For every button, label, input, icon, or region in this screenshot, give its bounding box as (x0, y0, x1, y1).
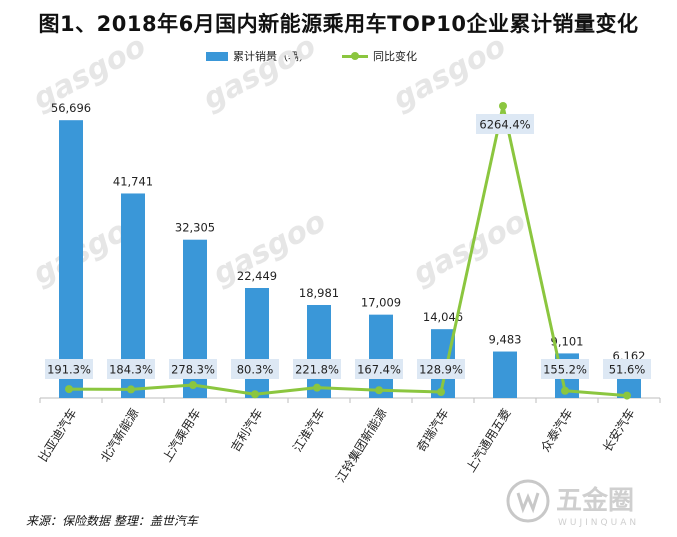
bar-value-label: 9,101 (551, 334, 584, 348)
bar (307, 304, 331, 398)
yoy-value-label: 80.3% (237, 363, 274, 377)
yoy-point (561, 386, 569, 395)
bar-value-label: 41,741 (113, 174, 153, 188)
logo-brand-text: 五金圈 (556, 485, 634, 516)
yoy-label-box (541, 359, 589, 379)
yoy-point (189, 381, 197, 390)
yoy-value-label: 128.9% (419, 363, 463, 377)
bar (245, 287, 269, 398)
yoy-value-label: 51.6% (609, 363, 646, 377)
watermark-text: gasgoo (387, 29, 511, 117)
x-tick-label: 上汽通用五菱 (463, 406, 514, 475)
legend-line-label: 同比变化 (373, 50, 417, 63)
yoy-value-label: 221.8% (295, 363, 339, 377)
bar-value-label: 17,009 (361, 296, 401, 310)
yoy-point (437, 387, 445, 396)
x-tick-label: 奇瑞汽车 (413, 406, 451, 455)
chart-title: 图1、2018年6月国内新能源乘用车TOP10企业累计销量变化 (38, 12, 639, 36)
yoy-label-box (355, 359, 403, 379)
yoy-value-label: 167.4% (357, 363, 401, 377)
x-tick-label: 江铃集团新能源 (332, 406, 389, 485)
legend-bar-swatch (206, 51, 228, 61)
yoy-point (313, 383, 321, 392)
bar-value-label: 9,483 (489, 333, 522, 347)
yoy-label-box (169, 359, 217, 379)
yoy-line (68, 104, 628, 398)
legend-bar-label: 累计销量（辆） (233, 50, 310, 63)
yoy-value-label: 278.3% (171, 363, 215, 377)
bar (369, 314, 393, 398)
x-tick-label: 吉利汽车 (227, 406, 265, 455)
x-tick-label: 江淮汽车 (289, 406, 327, 455)
bar-value-label: 18,981 (299, 286, 339, 300)
yoy-value-label: 184.3% (109, 363, 153, 377)
bar-value-label: 32,305 (175, 221, 215, 235)
x-tick-label: 上汽乘用车 (159, 406, 204, 465)
yoy-value-label: 6264.4% (479, 118, 530, 132)
yoy-point (251, 390, 259, 399)
watermark-text: gasgoo (407, 204, 531, 292)
wujinquan-logo: 五金圈 WUJINQUAN (506, 479, 639, 528)
yoy-label-box (107, 359, 155, 379)
x-tick-label: 比亚迪汽车 (35, 406, 80, 465)
yoy-label-box (293, 359, 341, 379)
bar-value-label: 14,046 (423, 310, 463, 324)
yoy-point (127, 385, 135, 394)
yoy-label-box (417, 359, 465, 379)
logo-brand-sub: WUJINQUAN (558, 518, 639, 528)
legend-item-bar: 累计销量（辆） (206, 48, 310, 64)
x-tick-label: 长安汽车 (599, 406, 637, 455)
yoy-label-box (45, 359, 93, 379)
bar (59, 120, 83, 398)
yoy-label-box (476, 114, 534, 134)
yoy-point (623, 391, 631, 400)
bar-value-label: 56,696 (51, 101, 91, 115)
watermark-text: gasgoo (197, 29, 321, 117)
legend-item-line: 同比变化 (342, 48, 417, 64)
legend: 累计销量（辆） 同比变化 (0, 48, 677, 68)
yoy-point (499, 101, 507, 110)
bar (493, 351, 517, 398)
yoy-point (65, 385, 73, 394)
bar-value-label: 22,449 (237, 269, 277, 283)
source-note: 来源：保险数据 整理：盖世汽车 (26, 514, 198, 528)
x-tick-label: 众泰汽车 (537, 406, 575, 455)
yoy-value-label: 155.2% (543, 363, 587, 377)
x-tick-label: 北汽新能源 (97, 406, 142, 465)
yoy-point (375, 386, 383, 395)
yoy-label-box (231, 359, 279, 379)
yoy-label-box (603, 359, 651, 379)
legend-line-swatch (342, 51, 368, 61)
yoy-value-label: 191.3% (47, 363, 91, 377)
